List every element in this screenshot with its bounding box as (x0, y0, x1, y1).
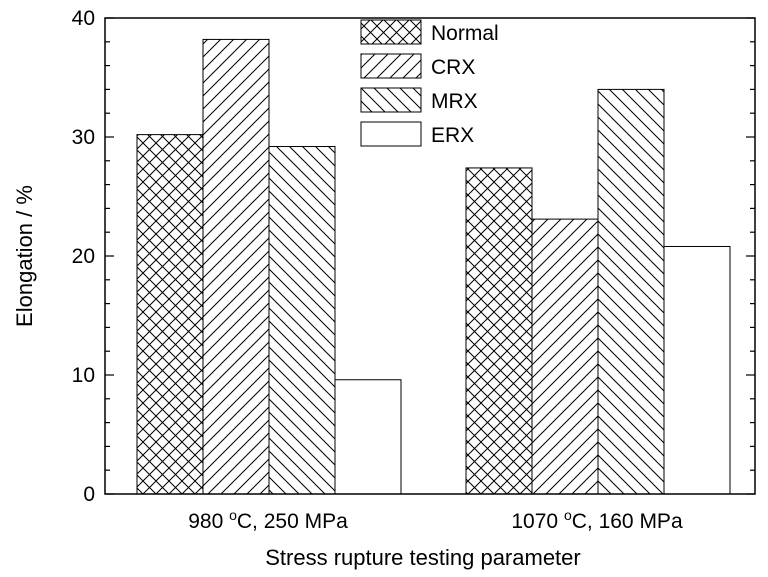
y-axis: 0 10 20 30 40 (72, 7, 755, 506)
y-tick-label: 0 (83, 483, 95, 506)
legend-swatch-erx (360, 121, 422, 147)
y-axis-title: Elongation / % (12, 185, 37, 327)
legend: Normal CRX MRX ERX (360, 19, 499, 147)
legend-swatch-crx (360, 53, 422, 79)
bars-layer (136, 38, 731, 495)
bar-erx-2 (663, 245, 731, 495)
x-tick-label: 1070 oC, 160 MPa (511, 507, 683, 533)
legend-swatch-normal (360, 19, 422, 45)
bar-crx-1 (202, 38, 270, 495)
bar-crx-2 (531, 218, 599, 495)
x-axis: 980 oC, 250 MPa 1070 oC, 160 MPa (188, 507, 683, 533)
y-tick-label: 30 (72, 126, 95, 149)
legend-label-erx: ERX (431, 124, 474, 147)
legend-swatch-mrx (360, 87, 422, 113)
bar-normal-2 (465, 167, 533, 495)
legend-label-normal: Normal (431, 22, 499, 45)
bar-erx-1 (334, 379, 402, 495)
bar-normal-1 (136, 134, 204, 495)
y-tick-label: 40 (72, 7, 95, 30)
bar-mrx-1 (268, 146, 336, 495)
x-axis-title: Stress rupture testing parameter (265, 545, 580, 570)
bar-mrx-2 (597, 88, 665, 495)
x-tick-label: 980 oC, 250 MPa (188, 507, 348, 533)
legend-label-mrx: MRX (431, 90, 478, 113)
legend-label-crx: CRX (431, 56, 475, 79)
y-tick-label: 10 (72, 364, 95, 387)
y-tick-label: 20 (72, 245, 95, 268)
